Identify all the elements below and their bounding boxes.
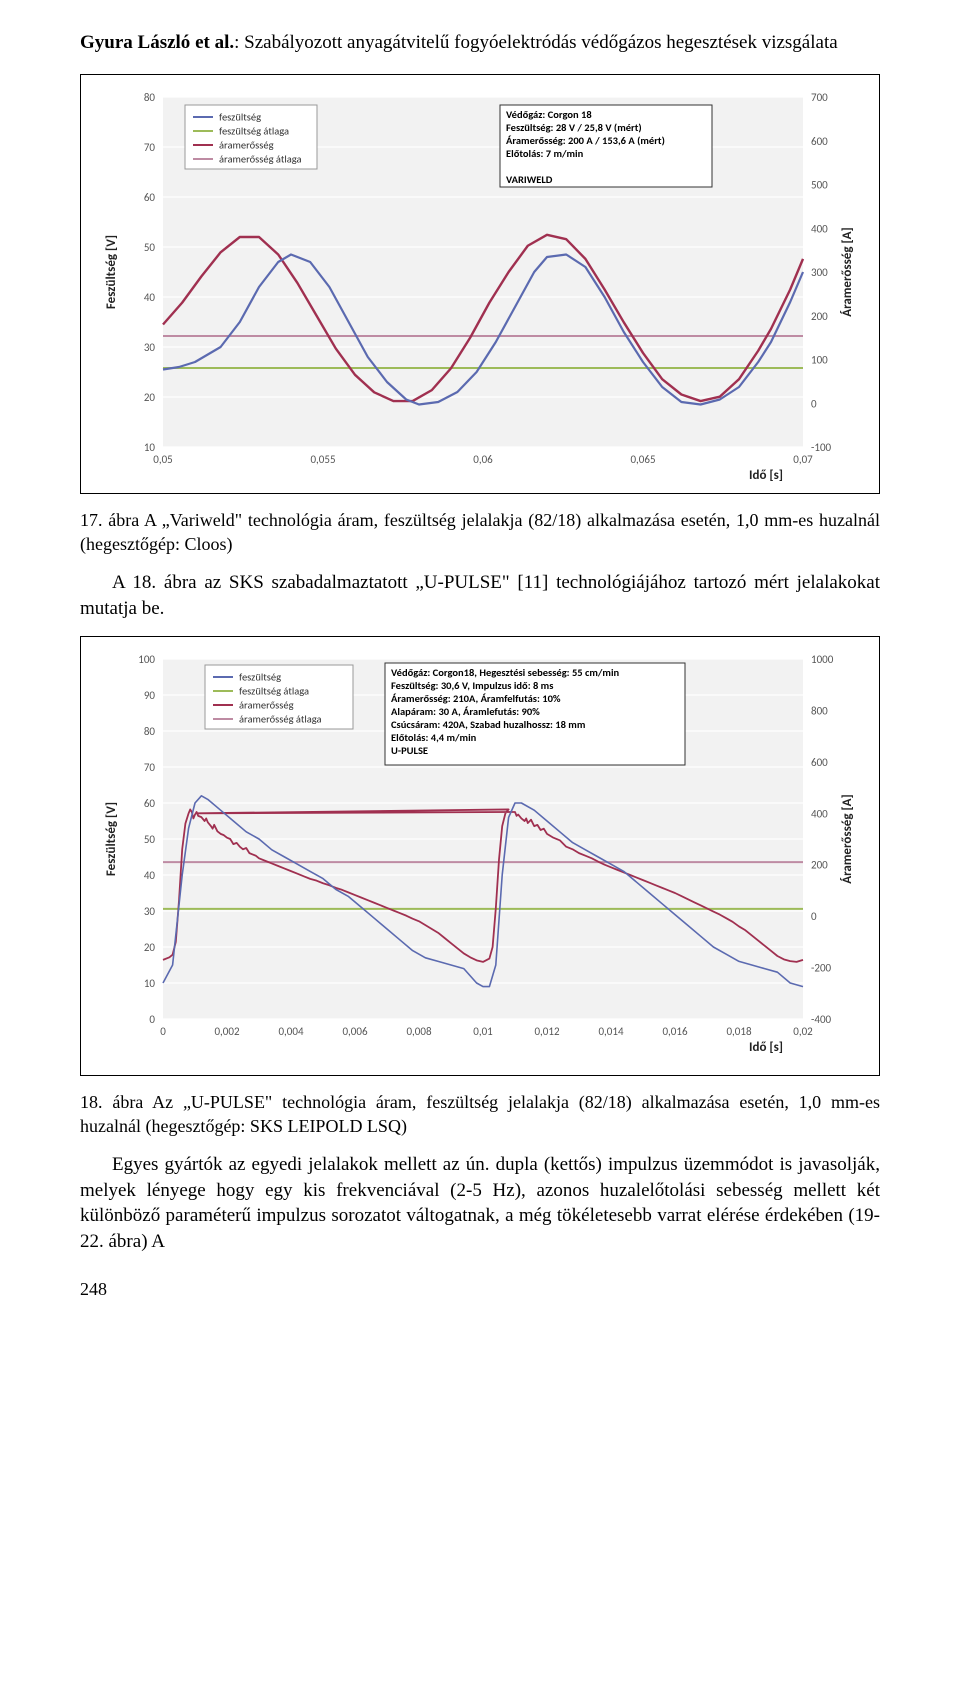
svg-text:40: 40 [144,291,156,304]
svg-text:Feszültség: 30,6 V, Impulzus i: Feszültség: 30,6 V, Impulzus idő: 8 ms [391,679,553,692]
svg-text:20: 20 [144,941,156,954]
svg-text:800: 800 [811,704,828,717]
svg-text:0,02: 0,02 [793,1025,813,1038]
svg-text:0,012: 0,012 [534,1025,559,1038]
svg-text:50: 50 [144,833,156,846]
svg-text:0: 0 [160,1025,166,1038]
svg-text:600: 600 [811,755,828,768]
svg-text:40: 40 [144,869,156,882]
svg-text:0,016: 0,016 [662,1025,687,1038]
paragraph2: Egyes gyártók az egyedi jelalakok mellet… [80,1152,880,1255]
svg-text:Feszültség [V]: Feszültség [V] [104,235,119,309]
svg-text:70: 70 [144,141,156,154]
svg-text:0,004: 0,004 [278,1025,303,1038]
caption2: 18. ábra Az „U-PULSE" technológia áram, … [80,1090,880,1139]
svg-text:áramerősség: áramerősség [219,138,274,151]
svg-text:70: 70 [144,761,156,774]
svg-text:50: 50 [144,241,156,254]
svg-text:Alapáram: 30 A, Áramlefutás: 9: Alapáram: 30 A, Áramlefutás: 90% [391,705,540,718]
svg-text:0,008: 0,008 [406,1025,431,1038]
svg-text:Idő [s]: Idő [s] [749,468,783,483]
svg-text:-400: -400 [811,1013,832,1026]
svg-text:U-PULSE: U-PULSE [391,744,428,757]
svg-text:0,014: 0,014 [598,1025,623,1038]
caption1: 17. ábra A „Variweld" technológia áram, … [80,508,880,557]
svg-text:áramerősség: áramerősség [239,698,294,711]
svg-text:30: 30 [144,905,156,918]
chart1: 1020304050607080-10001002003004005006007… [85,79,875,489]
svg-text:feszültség: feszültség [239,670,281,683]
svg-text:áramerősség átlaga: áramerősség átlaga [219,152,302,165]
svg-text:700: 700 [811,91,828,104]
svg-text:100: 100 [138,653,155,666]
svg-text:400: 400 [811,807,828,820]
svg-text:80: 80 [144,91,156,104]
svg-text:0: 0 [811,910,817,923]
svg-text:Áramerősség: 200 A / 153,6 A (: Áramerősség: 200 A / 153,6 A (mért) [506,134,665,147]
svg-text:90: 90 [144,689,156,702]
svg-text:Védőgáz: Corgon18, Hegesztési: Védőgáz: Corgon18, Hegesztési sebesség: … [391,666,620,679]
header-etal: et al. [190,32,234,53]
svg-text:Védőgáz: Corgon 18: Védőgáz: Corgon 18 [506,108,592,121]
svg-text:1000: 1000 [811,653,834,666]
svg-text:400: 400 [811,222,828,235]
svg-text:60: 60 [144,191,156,204]
svg-text:100: 100 [811,353,828,366]
svg-text:200: 200 [811,309,828,322]
svg-text:80: 80 [144,725,156,738]
svg-text:feszültség átlaga: feszültség átlaga [239,684,309,697]
svg-text:Előtolás: 7 m/min: Előtolás: 7 m/min [506,147,584,160]
svg-text:0: 0 [149,1013,155,1026]
svg-text:Előtolás: 4,4 m/min: Előtolás: 4,4 m/min [391,731,477,744]
svg-text:Áramerősség: 210A, Áramfelfutá: Áramerősség: 210A, Áramfelfutás: 10% [391,692,561,705]
svg-text:Áramerősség [A]: Áramerősség [A] [839,227,855,317]
svg-text:10: 10 [144,977,156,990]
svg-text:0,01: 0,01 [473,1025,493,1038]
page-header: Gyura László et al.: Szabályozott anyagá… [80,30,880,56]
chart2-frame: 0 10 20 30 40 50 60 70 80 90 100 -400 -200 0 200 400 600… [80,636,880,1076]
svg-text:Feszültség: 28 V / 25,8 V (mér: Feszültség: 28 V / 25,8 V (mért) [506,121,642,134]
svg-text:Csúcsáram: 420A, Szabad huzalh: Csúcsáram: 420A, Szabad huzalhossz: 18 m… [391,718,585,731]
svg-text:200: 200 [811,858,828,871]
svg-text:áramerősség átlaga: áramerősség átlaga [239,712,322,725]
svg-text:-100: -100 [811,441,832,454]
chart1-frame: 1020304050607080-10001002003004005006007… [80,74,880,494]
svg-text:0: 0 [811,397,817,410]
header-author: Gyura László [80,32,190,53]
svg-text:20: 20 [144,391,156,404]
svg-text:500: 500 [811,178,828,191]
header-rest: : Szabályozott anyagátvitelű fogyóelektr… [234,32,838,53]
svg-text:0,065: 0,065 [630,453,655,466]
page-number: 248 [80,1279,880,1300]
svg-text:600: 600 [811,134,828,147]
chart2: 0 10 20 30 40 50 60 70 80 90 100 -400 -200 0 200 400 600… [85,641,875,1071]
svg-text:300: 300 [811,266,828,279]
svg-text:Idő [s]: Idő [s] [749,1040,783,1055]
svg-text:0,07: 0,07 [793,453,813,466]
svg-text:-200: -200 [811,961,832,974]
svg-text:VARIWELD: VARIWELD [506,173,553,186]
svg-text:30: 30 [144,341,156,354]
svg-text:0,055: 0,055 [310,453,335,466]
svg-text:Feszültség [V]: Feszültség [V] [104,801,119,875]
svg-text:feszültség: feszültség [219,110,261,123]
svg-text:0,018: 0,018 [726,1025,751,1038]
svg-text:0,006: 0,006 [342,1025,367,1038]
svg-text:Áramerősség [A]: Áramerősség [A] [839,794,855,884]
paragraph1: A 18. ábra az SKS szabadalmaztatott „U-P… [80,570,880,621]
svg-text:feszültség átlaga: feszültség átlaga [219,124,289,137]
svg-text:0,002: 0,002 [214,1025,239,1038]
svg-text:60: 60 [144,797,156,810]
svg-text:0,06: 0,06 [473,453,493,466]
svg-text:0,05: 0,05 [153,453,172,466]
